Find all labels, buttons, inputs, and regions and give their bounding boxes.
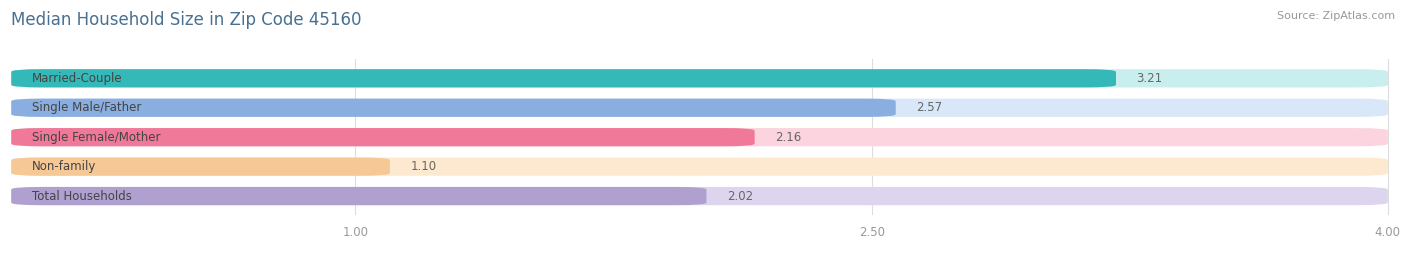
Text: 1.10: 1.10 — [411, 160, 437, 173]
FancyBboxPatch shape — [11, 128, 1388, 146]
Text: 3.21: 3.21 — [1136, 72, 1163, 85]
FancyBboxPatch shape — [11, 187, 1388, 205]
Text: Median Household Size in Zip Code 45160: Median Household Size in Zip Code 45160 — [11, 11, 361, 29]
FancyBboxPatch shape — [11, 69, 1388, 87]
Text: Non-family: Non-family — [32, 160, 96, 173]
FancyBboxPatch shape — [11, 187, 706, 205]
FancyBboxPatch shape — [11, 99, 896, 117]
Text: Single Male/Father: Single Male/Father — [32, 101, 141, 114]
FancyBboxPatch shape — [11, 99, 1388, 117]
FancyBboxPatch shape — [11, 158, 1388, 176]
FancyBboxPatch shape — [11, 128, 755, 146]
Text: Single Female/Mother: Single Female/Mother — [32, 131, 160, 144]
Text: Married-Couple: Married-Couple — [32, 72, 122, 85]
Text: Total Households: Total Households — [32, 190, 132, 203]
Text: 2.16: 2.16 — [775, 131, 801, 144]
Text: 2.57: 2.57 — [917, 101, 942, 114]
FancyBboxPatch shape — [11, 69, 1116, 87]
FancyBboxPatch shape — [11, 158, 389, 176]
Text: 2.02: 2.02 — [727, 190, 754, 203]
Text: Source: ZipAtlas.com: Source: ZipAtlas.com — [1277, 11, 1395, 21]
